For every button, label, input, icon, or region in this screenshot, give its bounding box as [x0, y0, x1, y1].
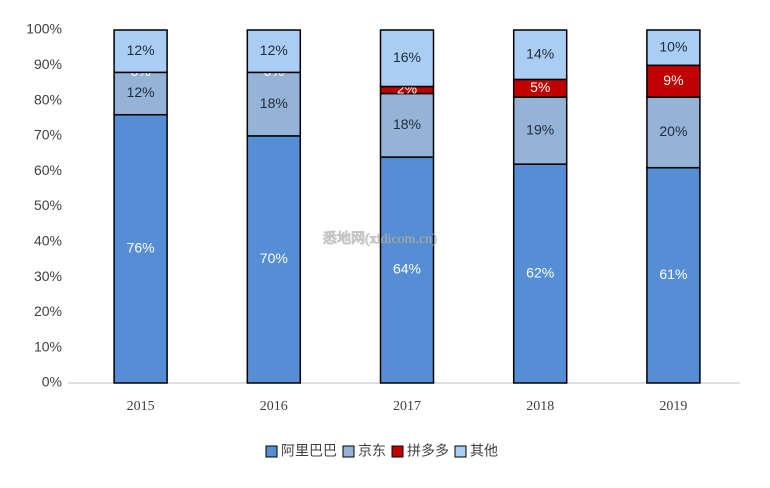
data-label: 20% — [659, 123, 687, 139]
data-label: 70% — [260, 250, 288, 266]
data-label: 16% — [393, 49, 421, 65]
y-tick-label: 20% — [34, 303, 62, 319]
bar-segment — [646, 166, 701, 384]
legend-label: 其他 — [470, 443, 498, 459]
bar-segment — [113, 29, 168, 74]
y-tick-label: 40% — [34, 233, 62, 249]
data-label: 5% — [530, 79, 550, 95]
bar-segment — [246, 29, 302, 74]
y-tick-label: 70% — [34, 127, 62, 143]
legend-label: 拼多多 — [407, 443, 449, 459]
legend-swatch — [265, 445, 278, 458]
y-tick-label: 30% — [34, 268, 62, 284]
bar-segment — [379, 29, 435, 88]
bar-segment — [246, 135, 302, 384]
data-label: 76% — [127, 240, 155, 256]
data-label: 9% — [663, 72, 683, 88]
y-tick-label: 10% — [34, 338, 62, 354]
legend-label: 阿里巴巴 — [281, 443, 337, 459]
y-tick-label: 50% — [34, 197, 62, 213]
bar-segment — [646, 64, 701, 98]
bar-segment — [246, 71, 302, 137]
bar-segment — [646, 29, 701, 67]
legend-swatch — [342, 445, 355, 458]
bar-segment — [113, 113, 168, 384]
data-label: 18% — [260, 95, 288, 111]
data-label: 12% — [127, 42, 155, 58]
y-tick-label: 0% — [42, 374, 62, 390]
legend-swatch — [454, 445, 467, 458]
bar-segment — [646, 96, 701, 169]
bar-segment — [113, 71, 168, 116]
y-tick-label: 60% — [34, 162, 62, 178]
bar-segment — [379, 156, 435, 384]
y-tick-label: 90% — [34, 56, 62, 72]
data-label: 12% — [127, 84, 155, 100]
x-tick-label: 2017 — [393, 399, 421, 414]
x-tick-label: 2016 — [260, 399, 288, 414]
y-tick-label: 80% — [34, 91, 62, 107]
bar-segment — [512, 29, 568, 81]
data-label: 14% — [526, 45, 554, 61]
data-label: 19% — [526, 121, 554, 137]
data-label: 62% — [526, 264, 554, 280]
bar-segment — [512, 96, 568, 165]
legend-label: 京东 — [358, 443, 386, 459]
bar-segment — [379, 92, 435, 158]
data-label: 64% — [393, 261, 421, 277]
data-label: 18% — [393, 116, 421, 132]
legend-swatch — [391, 445, 404, 458]
data-label: 10% — [659, 38, 687, 54]
x-tick-label: 2015 — [127, 399, 155, 414]
data-label: 12% — [260, 42, 288, 58]
watermark: 悉地网(xidicom.cn) — [323, 231, 437, 247]
bar-segment — [512, 163, 568, 384]
y-tick-label: 100% — [26, 21, 62, 37]
data-label: 61% — [659, 266, 687, 282]
x-tick-label: 2019 — [659, 399, 687, 414]
x-tick-label: 2018 — [526, 399, 554, 414]
